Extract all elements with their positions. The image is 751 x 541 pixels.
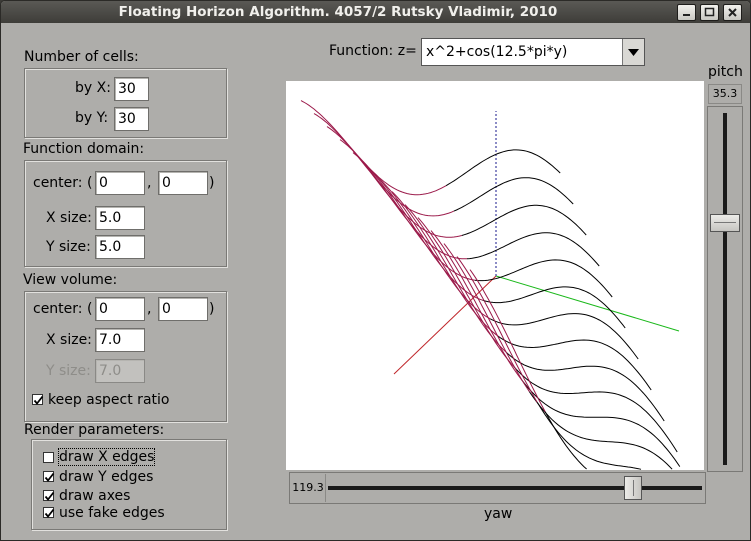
use-fake-edges-label[interactable]: use fake edges [59,505,165,521]
surface-curve-back [466,232,600,267]
x-axis-line [393,275,497,375]
surface-curve-back [513,366,678,453]
view-center-label: center: ( [33,301,93,317]
surface-curve-front [417,217,515,368]
keep-aspect-label[interactable]: keep aspect ratio [48,392,170,408]
draw-x-edges-label[interactable]: draw X edges [57,448,156,466]
domain-center-x-input[interactable]: 0 [95,171,145,195]
view-group [24,291,227,422]
surface-curve-back [521,379,681,467]
view-close-paren: ) [209,301,215,317]
surface-curve-front [391,191,499,337]
surface-curve-front [300,100,447,196]
by-x-label: by X: [75,80,111,96]
render-canvas[interactable] [286,81,704,470]
render-group [31,439,227,530]
draw-y-edges-checkbox[interactable] [43,471,55,482]
surface-curve-front [430,230,523,381]
checkmark-icon [44,508,55,518]
by-y-input[interactable]: 30 [114,107,149,131]
yaw-label: yaw [484,506,513,522]
view-heading: View volume: [23,272,118,288]
cells-group [24,68,227,138]
surface-curve-front [365,165,483,301]
domain-close-paren: ) [209,175,215,191]
surface-curve-back [544,411,587,470]
surface-curve-back [474,259,613,298]
yaw-value: 119.3 [291,474,326,502]
pitch-slider-handle[interactable] [710,214,740,232]
keep-aspect-checkbox[interactable] [32,394,44,405]
yaw-slider[interactable]: 119.3 [289,472,706,504]
pitch-label: pitch [708,64,743,80]
surface-curve-front [313,113,455,217]
use-fake-edges-checkbox[interactable] [43,507,55,518]
domain-y-size-input[interactable]: 5.0 [95,235,145,259]
chevron-down-icon [628,49,639,56]
checkmark-icon [44,472,55,482]
surface-curve-back [490,313,639,360]
domain-x-size-label: X size: [46,210,92,226]
by-y-label: by Y: [75,110,109,126]
minimize-button[interactable] [677,4,696,21]
cells-heading: Number of cells: [24,49,139,65]
function-value: x^2+cos(12.5*pi*y) [426,44,568,60]
domain-group [24,160,227,267]
title-bar: Floating Horizon Algorithm. 4057/2 Rutsk… [1,1,750,23]
surface-curve-back [445,149,561,187]
surface-curve-front [469,269,546,412]
pitch-slider-track [723,113,727,465]
yaw-slider-handle[interactable] [624,476,642,500]
view-x-size-input[interactable]: 7.0 [95,328,145,352]
view-comma: , [147,301,152,317]
dropdown-arrow-button[interactable] [622,39,644,65]
by-x-input[interactable]: 30 [114,77,149,101]
close-button[interactable] [723,4,742,21]
draw-axes-label[interactable]: draw axes [59,488,131,504]
surface-curve-back [529,391,673,470]
surface-curve-back [461,204,587,236]
draw-axes-checkbox[interactable] [43,490,55,501]
surface-curve-front [443,243,530,393]
domain-center-y-input[interactable]: 0 [158,171,208,195]
view-y-size-input: 7.0 [95,359,145,383]
close-icon [728,8,737,17]
minimize-icon [683,14,690,16]
surface-plot [300,100,681,470]
domain-center-label: center: ( [33,175,93,191]
surface-curve-back [482,286,626,329]
domain-heading: Function domain: [23,141,145,157]
surface-curve-front [456,256,538,403]
view-center-y-input[interactable]: 0 [158,297,208,321]
y-axis-line [495,275,680,332]
domain-comma: , [147,175,152,191]
domain-y-size-label: Y size: [46,239,91,255]
render-heading: Render parameters: [24,422,165,438]
surface-curve-back [505,351,665,422]
yaw-slider-track [328,486,702,490]
checkmark-icon [33,395,44,405]
checkmark-icon [44,491,55,501]
maximize-button[interactable] [700,4,719,21]
surface-curve-back [536,402,642,470]
domain-x-size-input[interactable]: 5.0 [95,206,145,230]
function-label: Function: z= [329,43,417,59]
surface-curve-back [498,335,652,391]
surface-curve-front [378,178,491,320]
view-x-size-label: X size: [46,332,92,348]
draw-x-edges-checkbox[interactable] [43,452,54,463]
pitch-slider[interactable] [707,106,743,472]
maximize-icon [704,7,715,17]
draw-y-edges-label[interactable]: draw Y edges [59,469,154,485]
surface-curve-back [453,177,574,212]
function-select[interactable]: x^2+cos(12.5*pi*y) [421,38,645,66]
window-title: Floating Horizon Algorithm. 4057/2 Rutsk… [118,4,558,20]
view-y-size-label: Y size: [46,363,91,379]
pitch-value: 35.3 [708,84,742,104]
view-center-x-input[interactable]: 0 [95,297,145,321]
